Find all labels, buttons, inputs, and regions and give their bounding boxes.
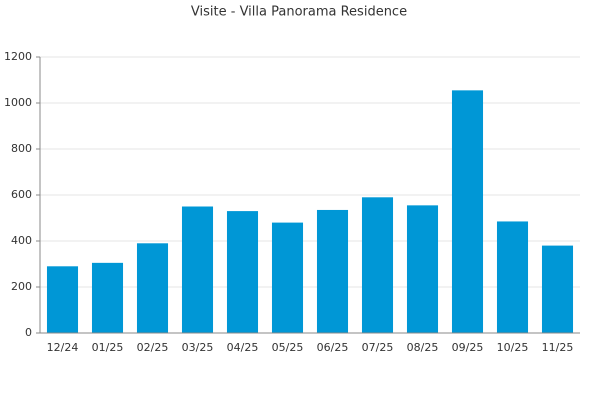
x-tick-label: 10/25	[497, 341, 529, 354]
x-tick-label: 08/25	[407, 341, 439, 354]
bar	[46, 266, 79, 333]
bar	[406, 205, 439, 333]
bar	[451, 90, 484, 333]
bar	[91, 262, 124, 333]
y-tick-label: 1000	[4, 96, 32, 109]
x-tick-label: 02/25	[137, 341, 169, 354]
x-tick-label: 01/25	[92, 341, 124, 354]
x-tick-label: 07/25	[362, 341, 394, 354]
y-tick-label: 800	[11, 142, 32, 155]
x-tick-label: 06/25	[317, 341, 349, 354]
bar	[181, 206, 214, 333]
bar	[316, 209, 349, 333]
y-tick-label: 1200	[4, 50, 32, 63]
x-tick-label: 11/25	[542, 341, 574, 354]
x-tick-label: 12/24	[47, 341, 79, 354]
x-tick-label: 04/25	[227, 341, 259, 354]
x-tick-label: 03/25	[182, 341, 214, 354]
bar	[496, 221, 529, 333]
x-tick-label: 09/25	[452, 341, 484, 354]
y-tick-label: 0	[25, 326, 32, 339]
x-tick-label: 05/25	[272, 341, 304, 354]
y-tick-label: 400	[11, 234, 32, 247]
bar	[361, 197, 394, 333]
bar	[136, 243, 169, 333]
y-tick-label: 200	[11, 280, 32, 293]
bar	[226, 211, 259, 333]
y-tick-label: 600	[11, 188, 32, 201]
bar	[541, 245, 574, 333]
chart-title: Visite - Villa Panorama Residence	[191, 5, 407, 20]
bar	[271, 222, 304, 333]
